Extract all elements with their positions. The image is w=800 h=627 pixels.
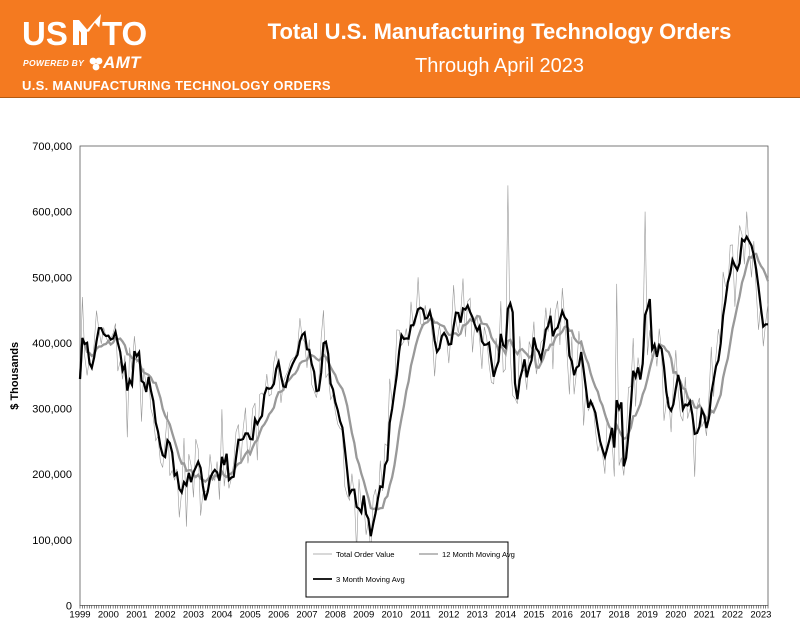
svg-text:2016: 2016 xyxy=(552,610,573,621)
svg-text:2000: 2000 xyxy=(98,610,119,621)
svg-text:2022: 2022 xyxy=(722,610,743,621)
svg-text:200,000: 200,000 xyxy=(32,469,72,481)
svg-text:300,000: 300,000 xyxy=(32,404,72,416)
svg-text:2021: 2021 xyxy=(694,610,715,621)
svg-text:3 Month Moving Avg: 3 Month Moving Avg xyxy=(336,575,405,584)
svg-text:2009: 2009 xyxy=(353,610,374,621)
svg-text:1999: 1999 xyxy=(69,610,90,621)
svg-text:100,000: 100,000 xyxy=(32,535,72,547)
svg-text:2005: 2005 xyxy=(240,610,261,621)
svg-text:700,000: 700,000 xyxy=(32,141,72,153)
svg-text:2006: 2006 xyxy=(268,610,289,621)
svg-text:12 Month Moving Avg: 12 Month Moving Avg xyxy=(442,550,515,559)
svg-text:2012: 2012 xyxy=(438,610,459,621)
svg-text:2020: 2020 xyxy=(665,610,686,621)
svg-text:500,000: 500,000 xyxy=(32,272,72,284)
svg-text:Total Order Value: Total Order Value xyxy=(336,550,395,559)
svg-text:2001: 2001 xyxy=(126,610,147,621)
svg-text:400,000: 400,000 xyxy=(32,338,72,350)
svg-text:2023: 2023 xyxy=(750,610,771,621)
svg-text:2008: 2008 xyxy=(325,610,346,621)
svg-text:2019: 2019 xyxy=(637,610,658,621)
svg-text:2010: 2010 xyxy=(382,610,403,621)
svg-text:2017: 2017 xyxy=(580,610,601,621)
svg-text:2003: 2003 xyxy=(183,610,204,621)
svg-text:2015: 2015 xyxy=(523,610,544,621)
svg-text:600,000: 600,000 xyxy=(32,207,72,219)
svg-text:2018: 2018 xyxy=(609,610,630,621)
svg-text:2007: 2007 xyxy=(296,610,317,621)
svg-text:2014: 2014 xyxy=(495,610,516,621)
svg-text:2013: 2013 xyxy=(467,610,488,621)
svg-text:2004: 2004 xyxy=(211,610,232,621)
svg-text:2011: 2011 xyxy=(410,610,430,621)
svg-text:2002: 2002 xyxy=(155,610,176,621)
svg-text:$ Thousands: $ Thousands xyxy=(9,342,21,410)
